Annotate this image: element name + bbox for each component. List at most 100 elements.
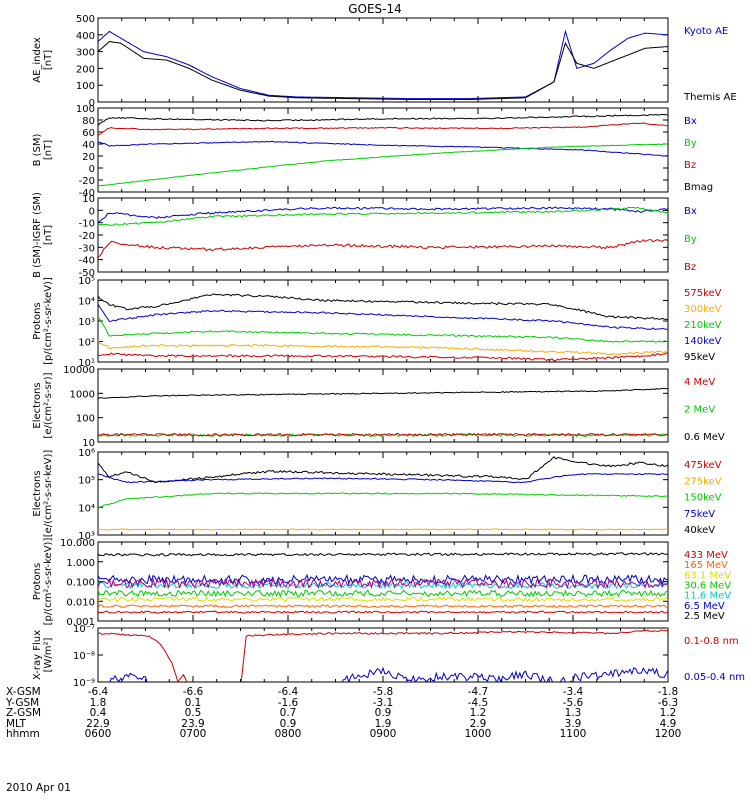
footer-value: 23.9 <box>181 717 205 730</box>
y-tick-label: -20 <box>79 231 95 242</box>
legend-label: Bmag <box>684 182 713 193</box>
y-tick-label: 10⁻⁹ <box>73 678 95 689</box>
footer-value: 1200 <box>654 728 682 741</box>
footer-value: 0.5 <box>184 707 202 720</box>
y-axis-label: B (SM)[nT] <box>32 133 54 166</box>
legend-label: 300keV <box>684 304 722 315</box>
y-tick-label: 10⁻⁸ <box>73 651 95 662</box>
y-tick-label: 0.010 <box>66 597 95 608</box>
y-axis-label-line: AE_index <box>32 37 43 83</box>
y-tick-label: 10.000 <box>60 538 95 549</box>
y-axis-label-line: [nT] <box>43 50 54 70</box>
footer-value: 0800 <box>274 728 302 741</box>
y-axis-label-line: [e/(cm²-s-sr-keV)] <box>43 450 54 538</box>
y-tick-label: 1.000 <box>66 558 95 569</box>
y-axis-label-line: [p/(cm²-s-sr-keV)] <box>43 538 54 626</box>
y-tick-label: -40 <box>79 256 95 267</box>
footer-row-name: MLT <box>6 717 26 730</box>
panel-frame <box>97 279 669 363</box>
footer-row-name: X-GSM <box>6 686 41 698</box>
y-tick-label: 200 <box>76 64 95 75</box>
panel-frame <box>97 368 669 443</box>
footer-value: -1.8 <box>657 686 679 698</box>
panel-3: 10¹ 10² 10³ 10⁴ 10⁵ Protons[p/(cm²-s-sr-keV)]… <box>32 276 722 369</box>
y-tick-label: 10¹ <box>78 358 95 369</box>
legend-label: Bz <box>684 262 696 273</box>
legend-label: By <box>684 138 697 149</box>
series-line <box>98 316 668 343</box>
legend-label: Bx <box>684 206 697 217</box>
footer-value: -3.1 <box>372 696 394 709</box>
y-axis-label: X-ray Flux[W/m²] <box>32 630 54 680</box>
legend-label: 0.05-0.4 nm <box>684 672 745 683</box>
legend-label: 575keV <box>684 288 722 299</box>
legend-label: 140keV <box>684 336 722 347</box>
footer-value: 0900 <box>369 728 397 741</box>
footer-row: Z-GSM 0.4 0.5 0.7 0.9 1.2 1.3 1.2 <box>6 708 746 719</box>
series-line <box>98 596 668 603</box>
legend-label: 11.6 MeV <box>684 591 731 602</box>
y-tick-label: 10³ <box>78 531 95 542</box>
legend-label: Themis AE <box>683 92 737 103</box>
y-axis-label-line: Protons <box>32 302 43 339</box>
footer-value: 1100 <box>559 728 587 741</box>
series-line <box>98 629 668 682</box>
legend-label: 63.1 MeV <box>684 570 731 581</box>
footer-value: 1.3 <box>564 707 582 720</box>
footer-value: 0700 <box>179 728 207 741</box>
series-line <box>98 113 668 126</box>
legend-label: 165 MeV <box>684 560 728 571</box>
y-axis-label-line: [nT] <box>43 140 54 160</box>
y-tick-label: 10 <box>82 194 95 205</box>
legend-label: 6.5 MeV <box>684 601 725 612</box>
series-line <box>98 604 668 609</box>
legend-label: 2.5 MeV <box>684 611 725 622</box>
y-tick-label: 0 <box>89 206 95 217</box>
series-line <box>98 577 668 590</box>
footer-value: -4.5 <box>467 696 489 709</box>
footer-value: 0.1 <box>184 696 202 709</box>
series-line <box>98 140 668 157</box>
series-line <box>98 293 668 321</box>
y-tick-label: 10² <box>78 338 95 349</box>
y-tick-label: 10⁵ <box>78 476 95 487</box>
series-line <box>98 581 668 590</box>
footer-value: 0600 <box>84 728 112 741</box>
y-tick-label: 60 <box>82 128 95 139</box>
panel-2: -50-40 -30-20-10 010 B (SM)-IGRF (SM)[nT] Bx… <box>32 192 697 279</box>
y-tick-label: 10 <box>82 438 95 449</box>
footer-row: MLT 22.9 23.9 0.9 1.9 2.9 3.9 4.9 <box>6 719 746 730</box>
series-line <box>98 610 668 614</box>
series-line <box>98 122 668 136</box>
legend-label: 0.1-0.8 nm <box>684 636 739 647</box>
y-axis-label: Protons[p/(cm²-s-sr-keV)] <box>32 277 54 365</box>
y-tick-label: 300 <box>76 48 95 59</box>
panel-7: 10⁻⁹ 10⁻⁸ 10⁻⁷ X-ray Flux[W/m²] 0.1-0.8 nm 0.… <box>32 624 745 689</box>
footer-value: 2.9 <box>469 717 487 730</box>
footer-row: X-GSM -6.4 -6.6 -6.4 -5.8 -4.7 -3.4 -1.8 <box>6 687 746 698</box>
y-tick-label: 10000 <box>63 365 95 376</box>
series-line <box>98 455 668 484</box>
footer-value: 1.8 <box>89 696 107 709</box>
footer-value: -6.4 <box>87 686 109 698</box>
legend-label: 30.6 MeV <box>684 581 731 592</box>
legend-label: 40keV <box>684 525 715 536</box>
footer-value: -5.8 <box>372 686 394 698</box>
y-tick-label: 0 <box>89 164 95 175</box>
footer-value: 0.4 <box>89 707 107 720</box>
legend-label: 95keV <box>684 352 715 363</box>
y-tick-label: 10³ <box>78 317 95 328</box>
legend-label: 75keV <box>684 509 715 520</box>
y-axis-label: B (SM)-IGRF (SM)[nT] <box>32 192 54 278</box>
footer-value: -3.4 <box>562 686 584 698</box>
y-tick-label: 100 <box>76 81 95 92</box>
footer-row: hhmm 0600 0700 0800 0900 1000 1100 1200 <box>6 729 746 740</box>
panel-0: 0 100 200 300 400 500 AE_index[nT] Kyoto AE Them… <box>32 14 737 109</box>
y-tick-label: 10⁵ <box>78 276 95 287</box>
series-line <box>98 206 668 226</box>
y-tick-label: -20 <box>79 176 95 187</box>
series-line <box>98 303 668 330</box>
footer-value: -6.4 <box>277 686 299 698</box>
series-line <box>98 206 668 224</box>
y-axis-label: Electrons[e/(cm²-s-sr)] <box>32 372 54 438</box>
